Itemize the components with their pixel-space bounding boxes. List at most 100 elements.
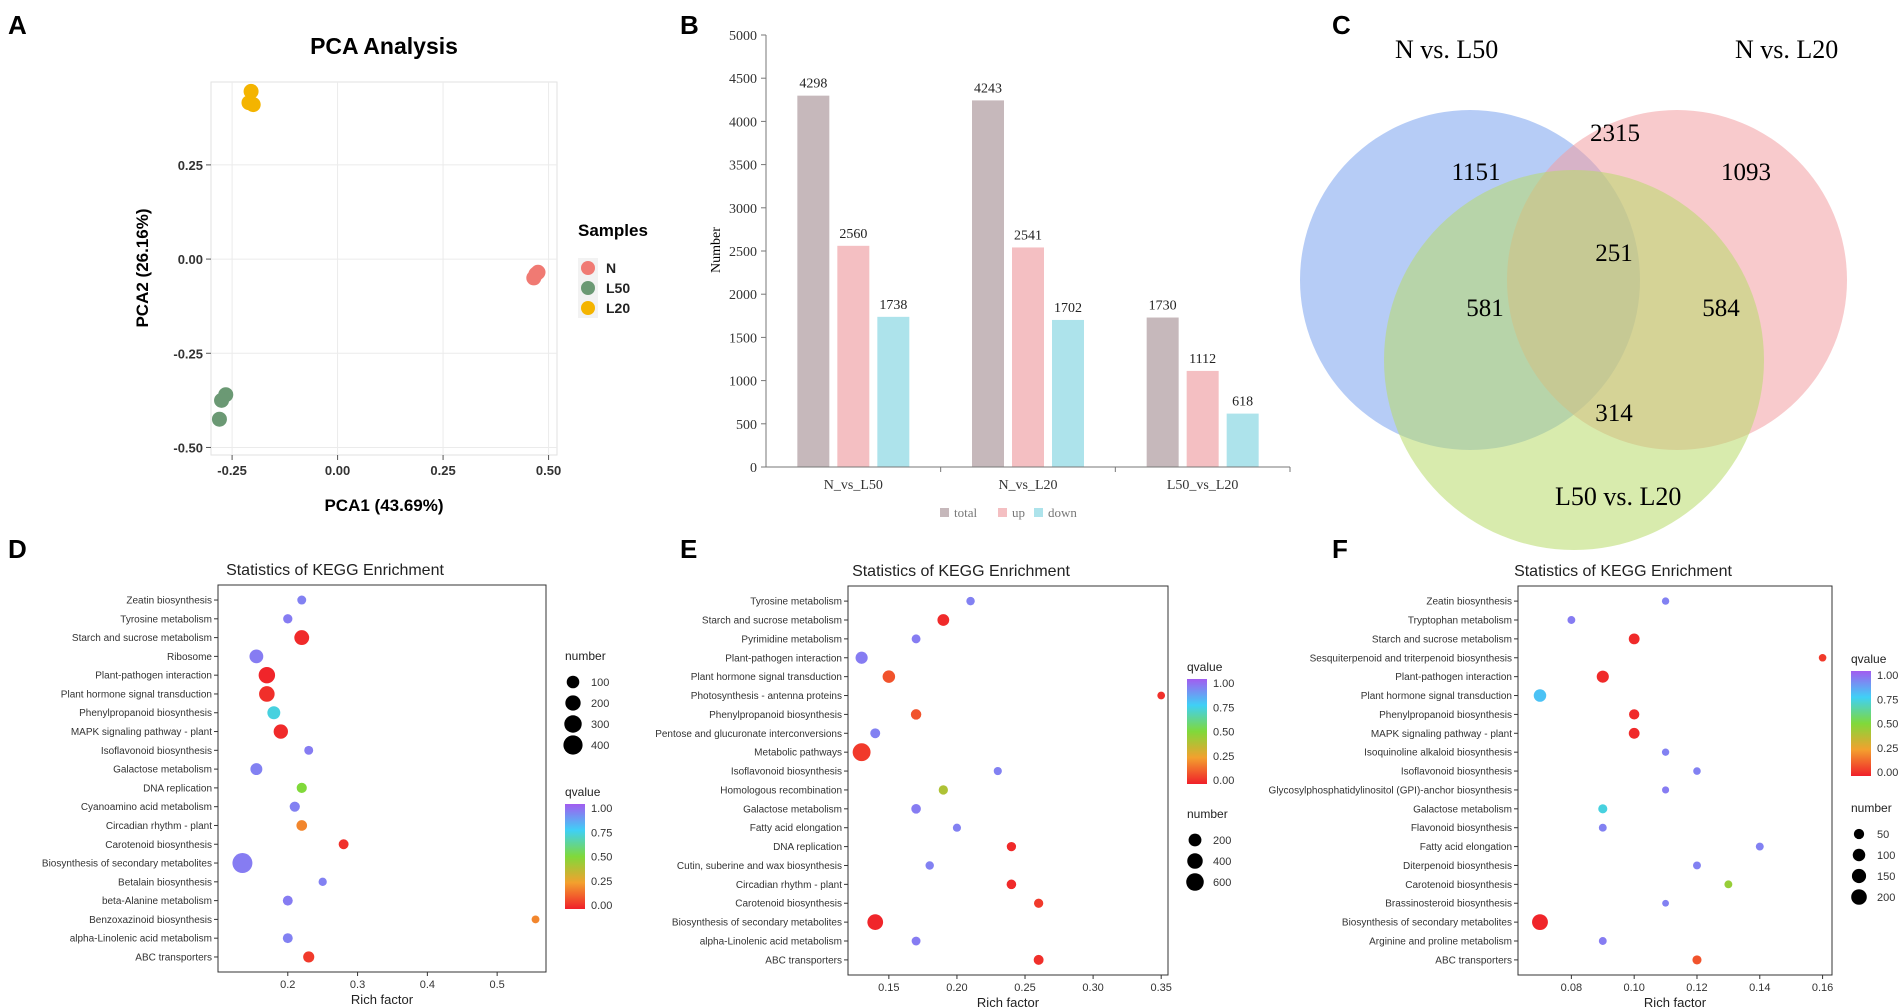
kegg-f-pathway-label: ABC transporters bbox=[1435, 955, 1512, 966]
kegg-e-point-galactose-metabolism bbox=[911, 804, 921, 814]
pca-x-tick-label: -0.25 bbox=[217, 463, 247, 478]
kegg-d-title: Statistics of KEGG Enrichment bbox=[226, 562, 444, 579]
kegg-f-size-legend-title: number bbox=[1851, 801, 1892, 815]
kegg-d-pathway-label: Zeatin biosynthesis bbox=[126, 596, 212, 607]
kegg-f-pathway-label: Galactose metabolism bbox=[1413, 804, 1512, 815]
pca-chart: PCA Analysis -0.25 0.00 0.25 0.50 -0.50 -0.2… bbox=[133, 33, 648, 515]
kegg-d-color-legend-label: 1.00 bbox=[591, 803, 612, 815]
kegg-f-pathway-label: Fatty acid elongation bbox=[1420, 842, 1512, 853]
kegg-d-point-plant-hormone-signal-transduction bbox=[259, 686, 275, 702]
kegg-d-size-legend-dot bbox=[566, 675, 580, 689]
kegg-e-size-legend-dot bbox=[1188, 833, 1202, 847]
kegg-d-size-legend-dot bbox=[565, 695, 581, 711]
panel-label-b: B bbox=[680, 10, 699, 40]
kegg-d-color-legend-bar bbox=[565, 804, 585, 909]
pca-plot-area bbox=[210, 81, 558, 456]
kegg-d-point-isoflavonoid-biosynthesis bbox=[304, 745, 314, 755]
venn-count-ab: 2315 bbox=[1590, 120, 1640, 147]
bar-y-tick-label: 3000 bbox=[729, 202, 757, 217]
kegg-e-color-legend-label: 0.00 bbox=[1213, 775, 1234, 787]
kegg-e-pathway-label: Pyrimidine metabolism bbox=[741, 634, 842, 645]
kegg-f-pathway-label: MAPK signaling pathway - plant bbox=[1371, 729, 1512, 740]
kegg-f-point-plant-hormone-signal-transduction bbox=[1533, 689, 1547, 702]
kegg-d-x-tick-label: 0.2 bbox=[280, 979, 295, 991]
kegg-e-pathway-label: Plant-pathogen interaction bbox=[725, 653, 842, 664]
kegg-d-size-legend-dot bbox=[564, 715, 582, 733]
kegg-e-point-alpha-linolenic-acid-metabolism bbox=[911, 936, 921, 946]
kegg-d-size-legend-label: 200 bbox=[591, 698, 609, 710]
kegg-d-size-legend-label: 400 bbox=[591, 740, 609, 752]
pca-y-ticks: -0.50 -0.25 0.00 0.25 bbox=[173, 158, 211, 455]
kegg-f-point-isoflavonoid-biosynthesis bbox=[1693, 767, 1701, 775]
kegg-d-point-galactose-metabolism bbox=[250, 763, 263, 776]
kegg-d-point-plant-pathogen-interaction bbox=[258, 666, 276, 684]
bar-y-tick-label: 2000 bbox=[729, 288, 757, 303]
pca-legend-label-l20: L20 bbox=[606, 300, 630, 316]
venn-label-l50-vs-l20: L50 vs. L20 bbox=[1555, 482, 1681, 511]
kegg-e-point-isoflavonoid-biosynthesis bbox=[993, 766, 1002, 776]
kegg-chart-f: Statistics of KEGG Enrichment 0.08 0.10 0.1… bbox=[1269, 563, 1899, 1008]
bar-y-tick-label: 1500 bbox=[729, 331, 757, 346]
kegg-f-pathway-label: Phenylpropanoid biosynthesis bbox=[1379, 710, 1512, 721]
kegg-e-color-legend-label: 1.00 bbox=[1213, 678, 1234, 690]
kegg-d-color-legend-title: qvalue bbox=[565, 785, 601, 799]
bar-value-label: 1738 bbox=[879, 298, 907, 313]
bar-y-tick-label: 4000 bbox=[729, 115, 757, 130]
kegg-f-x-axis-label: Rich factor bbox=[1644, 995, 1707, 1008]
kegg-e-pathway-label: Galactose metabolism bbox=[743, 804, 842, 815]
kegg-f-point-biosynthesis-of-secondary-metabolites bbox=[1532, 914, 1548, 931]
kegg-e-pathway-label: Biosynthesis of secondary metabolites bbox=[672, 918, 842, 929]
pca-x-tick-label: 0.00 bbox=[325, 463, 350, 478]
kegg-f-color-legend-label: 0.00 bbox=[1877, 767, 1898, 779]
kegg-d-point-circadian-rhythm-plant bbox=[296, 820, 308, 831]
kegg-f-pathway-label: Zeatin biosynthesis bbox=[1426, 597, 1512, 608]
kegg-f-pathway-label: Diterpenoid biosynthesis bbox=[1403, 861, 1512, 872]
pca-title: PCA Analysis bbox=[310, 33, 458, 59]
kegg-d-pathway-label: Galactose metabolism bbox=[113, 765, 212, 776]
pca-points bbox=[211, 83, 546, 427]
panel-label-e: E bbox=[680, 534, 697, 564]
kegg-d-point-beta-alanine-metabolism bbox=[282, 895, 293, 906]
kegg-d-point-phenylpropanoid-biosynthesis bbox=[267, 706, 281, 720]
venn-count-only-n-vs-l50: 1151 bbox=[1451, 159, 1500, 186]
kegg-e-pathway-label: Fatty acid elongation bbox=[750, 823, 842, 834]
bar-legend-label-down: down bbox=[1048, 505, 1077, 520]
kegg-d-pathway-label: Benzoxazinoid biosynthesis bbox=[89, 915, 212, 926]
bar-down-n-vs-l20 bbox=[1052, 319, 1084, 467]
kegg-e-x-axis-label: Rich factor bbox=[977, 995, 1040, 1008]
kegg-e-size-legend-label: 400 bbox=[1213, 856, 1231, 868]
kegg-e-pathway-label: Homologous recombination bbox=[720, 785, 842, 796]
kegg-d-pathway-label: MAPK signaling pathway - plant bbox=[71, 727, 212, 738]
bar-value-label: 618 bbox=[1232, 395, 1253, 410]
bar-category-label: L50_vs_L20 bbox=[1167, 478, 1239, 493]
pca-x-tick-label: 0.25 bbox=[430, 463, 455, 478]
kegg-e-point-biosynthesis-of-secondary-metabolites bbox=[867, 914, 884, 930]
kegg-f-point-fatty-acid-elongation bbox=[1755, 842, 1764, 851]
kegg-d-point-benzoxazinoid-biosynthesis bbox=[531, 915, 540, 924]
bar-y-tick-label: 3500 bbox=[729, 159, 757, 174]
kegg-f-plot-area bbox=[1517, 585, 1833, 976]
kegg-d-point-biosynthesis-of-secondary-metabolites bbox=[232, 853, 253, 874]
panel-label-d: D bbox=[8, 534, 27, 564]
kegg-f-pathway-label: Plant-pathogen interaction bbox=[1395, 672, 1512, 683]
kegg-e-size-legend-label: 200 bbox=[1213, 835, 1231, 847]
bar-legend-key-total bbox=[940, 508, 949, 517]
kegg-e-pathway-label: Pentose and glucuronate interconversions bbox=[655, 729, 842, 740]
kegg-f-x-tick-label: 0.12 bbox=[1686, 982, 1707, 994]
kegg-d-pathway-label: Carotenoid biosynthesis bbox=[105, 840, 212, 851]
kegg-f-size-legend-dot bbox=[1853, 828, 1865, 840]
kegg-e-size-legend-title: number bbox=[1187, 807, 1228, 821]
kegg-e-pathway-label: Circadian rhythm - plant bbox=[736, 880, 842, 891]
kegg-f-pathway-label: Isoflavonoid biosynthesis bbox=[1401, 767, 1512, 778]
bar-legend: total up down bbox=[940, 505, 1077, 520]
kegg-d-point-mapk-signaling-pathway-plant bbox=[273, 724, 288, 739]
venn-label-n-vs-l20: N vs. L20 bbox=[1735, 35, 1838, 64]
bar-value-label: 4298 bbox=[799, 77, 827, 92]
kegg-e-point-tyrosine-metabolism bbox=[966, 596, 975, 606]
kegg-d-pathway-label: Starch and sucrose metabolism bbox=[72, 633, 212, 644]
pca-x-ticks: -0.25 0.00 0.25 0.50 bbox=[217, 455, 561, 478]
kegg-e-point-carotenoid-biosynthesis bbox=[1033, 898, 1044, 908]
pca-legend-label-n: N bbox=[606, 260, 616, 276]
kegg-e-point-dna-replication bbox=[1006, 841, 1017, 852]
kegg-d-x-axis-label: Rich factor bbox=[351, 992, 414, 1007]
